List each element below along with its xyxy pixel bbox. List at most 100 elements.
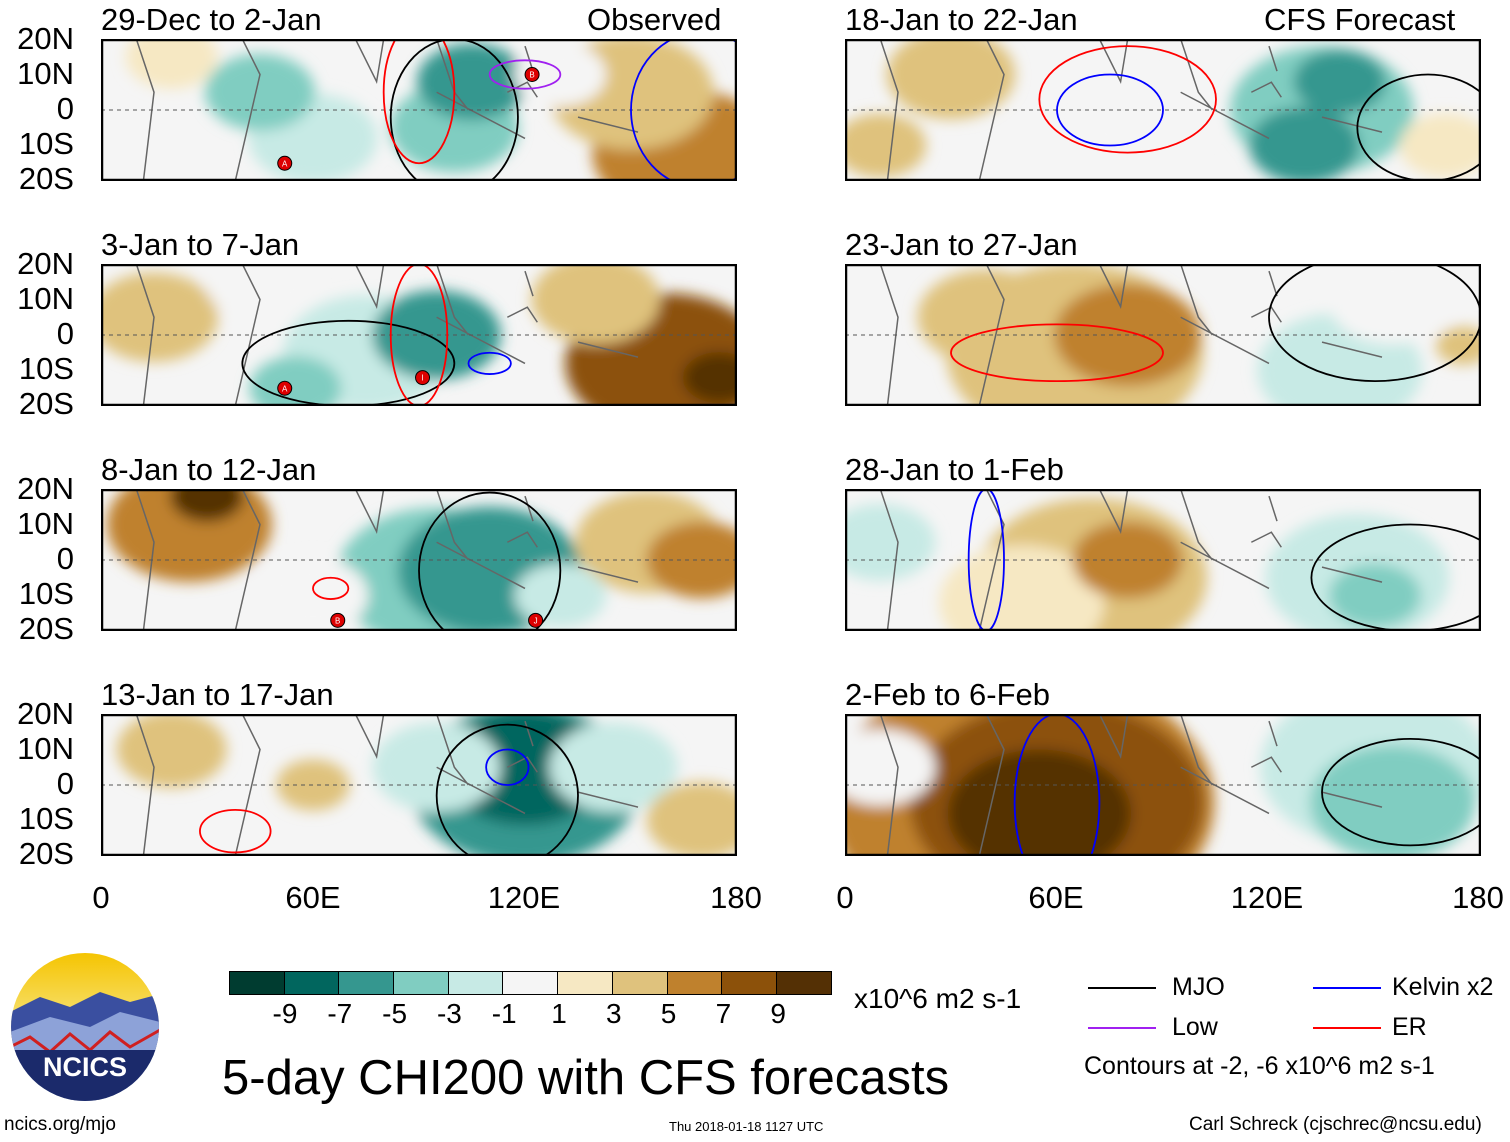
anomaly-region (514, 563, 607, 628)
x-tick-left-180: 180 (710, 880, 762, 915)
coastline (879, 714, 1383, 856)
x-tick-left-0: 0 (92, 880, 110, 915)
colorbar-swatch (503, 972, 559, 994)
map-panel (101, 714, 737, 856)
colorbar-swatch (667, 972, 723, 994)
coastline (879, 39, 1383, 181)
panel-title: 28-Jan to 1-Feb (845, 452, 1064, 487)
colorbar-swatch (339, 972, 395, 994)
anomaly-region (170, 489, 244, 522)
colorbar (229, 971, 832, 995)
credit: Carl Schreck (cjschrec@ncsu.edu) (1189, 1114, 1482, 1135)
coastline (135, 489, 639, 631)
y-tick-label: 10N (17, 506, 74, 541)
anomaly-region (947, 749, 1132, 856)
colorbar-swatch (448, 972, 504, 994)
url-link[interactable]: ncics.org/mjo (4, 1114, 116, 1135)
mjo-contour (1356, 73, 1481, 181)
legend-er-line (1313, 1027, 1381, 1029)
anomaly-region (845, 728, 936, 806)
y-tick-label: 20S (18, 386, 74, 421)
coastline (135, 714, 639, 856)
panel-title: 2-Feb to 6-Feb (845, 677, 1051, 712)
colorbar-tick-label: 1 (551, 998, 567, 1029)
panel-frame (845, 264, 1481, 406)
anomaly-region (845, 113, 927, 178)
anomaly-region (646, 782, 737, 856)
anomaly-region (1310, 745, 1476, 856)
colorbar-tick-label: -3 (436, 998, 462, 1029)
timestamp: Thu 2018-01-18 1127 UTC (669, 1119, 824, 1134)
y-tick-label: 10N (17, 281, 74, 316)
anomaly-region (372, 290, 501, 380)
mjo-contour (435, 723, 579, 856)
colorbar-tick-label: 9 (770, 998, 786, 1029)
panel-title: 8-Jan to 12-Jan (101, 452, 317, 487)
observed-label: Observed (587, 2, 722, 37)
colorbar-tick-label: -7 (327, 998, 353, 1029)
er-contour (382, 39, 456, 165)
legend-mjo-label: MJO (1172, 973, 1225, 1001)
anomaly-region (1293, 49, 1386, 114)
colorbar-swatch (230, 972, 285, 994)
kelvin-contour (485, 748, 530, 786)
anomaly-region (1328, 264, 1457, 345)
colorbar-units: x10^6 m2 s-1 (854, 983, 1022, 1014)
anomaly-region (531, 264, 660, 345)
y-tick-label: 10N (17, 731, 74, 766)
map-panel (845, 714, 1481, 856)
panel-frame (845, 714, 1481, 856)
panel-title: 29-Dec to 2-Jan (101, 2, 322, 37)
panel-title: 18-Jan to 22-Jan (845, 2, 1078, 37)
kelvin-contour (1013, 714, 1101, 856)
legend-low-line (1088, 1027, 1156, 1029)
er-contour (950, 323, 1164, 383)
cyclone-label: B (529, 71, 534, 80)
colorbar-tick-label: -5 (382, 998, 408, 1029)
legend-low-label: Low (1172, 1013, 1218, 1041)
colorbar-swatch (776, 972, 831, 994)
y-tick-label: 20S (18, 611, 74, 646)
y-tick-label: 20N (17, 696, 74, 731)
x-tick-right-60e: 60E (1028, 880, 1084, 915)
tropical-cyclone-icon: A (277, 155, 293, 171)
mjo-contour (418, 491, 562, 631)
colorbar-swatch (394, 972, 449, 994)
y-tick-label: 20S (18, 836, 74, 871)
legend-kelvin-label: Kelvin x2 (1392, 973, 1494, 1001)
anomaly-region (204, 53, 316, 131)
map-panel (845, 39, 1481, 181)
tropical-cyclone-icon: B (330, 612, 346, 628)
cyclone-label: B (335, 616, 340, 625)
coastline (879, 264, 1383, 406)
kelvin-contour (630, 39, 737, 181)
forecast-label: CFS Forecast (1264, 2, 1456, 37)
anomaly-region (646, 521, 737, 599)
panel-frame (101, 489, 737, 631)
colorbar-swatch (284, 972, 340, 994)
cyclone-label: A (282, 159, 288, 168)
anomaly-region (1249, 107, 1360, 181)
panel-frame (101, 39, 737, 181)
legend-mjo-line (1088, 987, 1156, 989)
anomaly-region (886, 39, 1016, 120)
colorbar-swatch (612, 972, 668, 994)
x-tick-left-120e: 120E (487, 880, 561, 915)
y-tick-label: 0 (56, 541, 74, 576)
x-tick-right-120e: 120E (1230, 880, 1304, 915)
y-tick-label: 10S (18, 576, 74, 611)
legend-er-label: ER (1392, 1013, 1427, 1041)
colorbar-tick-label: 7 (715, 998, 732, 1029)
mjo-contour (1268, 264, 1481, 383)
y-tick-label: 10S (18, 351, 74, 386)
tropical-cyclone-icon: B (524, 67, 540, 82)
kelvin-contour (467, 351, 512, 375)
mjo-contour (1310, 523, 1481, 631)
mjo-contour (241, 319, 456, 406)
y-tick-label: 0 (56, 766, 74, 801)
colorbar-tick-label: 5 (660, 998, 677, 1029)
colorbar-tick-label: -9 (272, 998, 298, 1029)
anomaly-region (917, 269, 1056, 366)
kelvin-contour (1056, 73, 1164, 147)
anomaly-region (682, 352, 737, 404)
